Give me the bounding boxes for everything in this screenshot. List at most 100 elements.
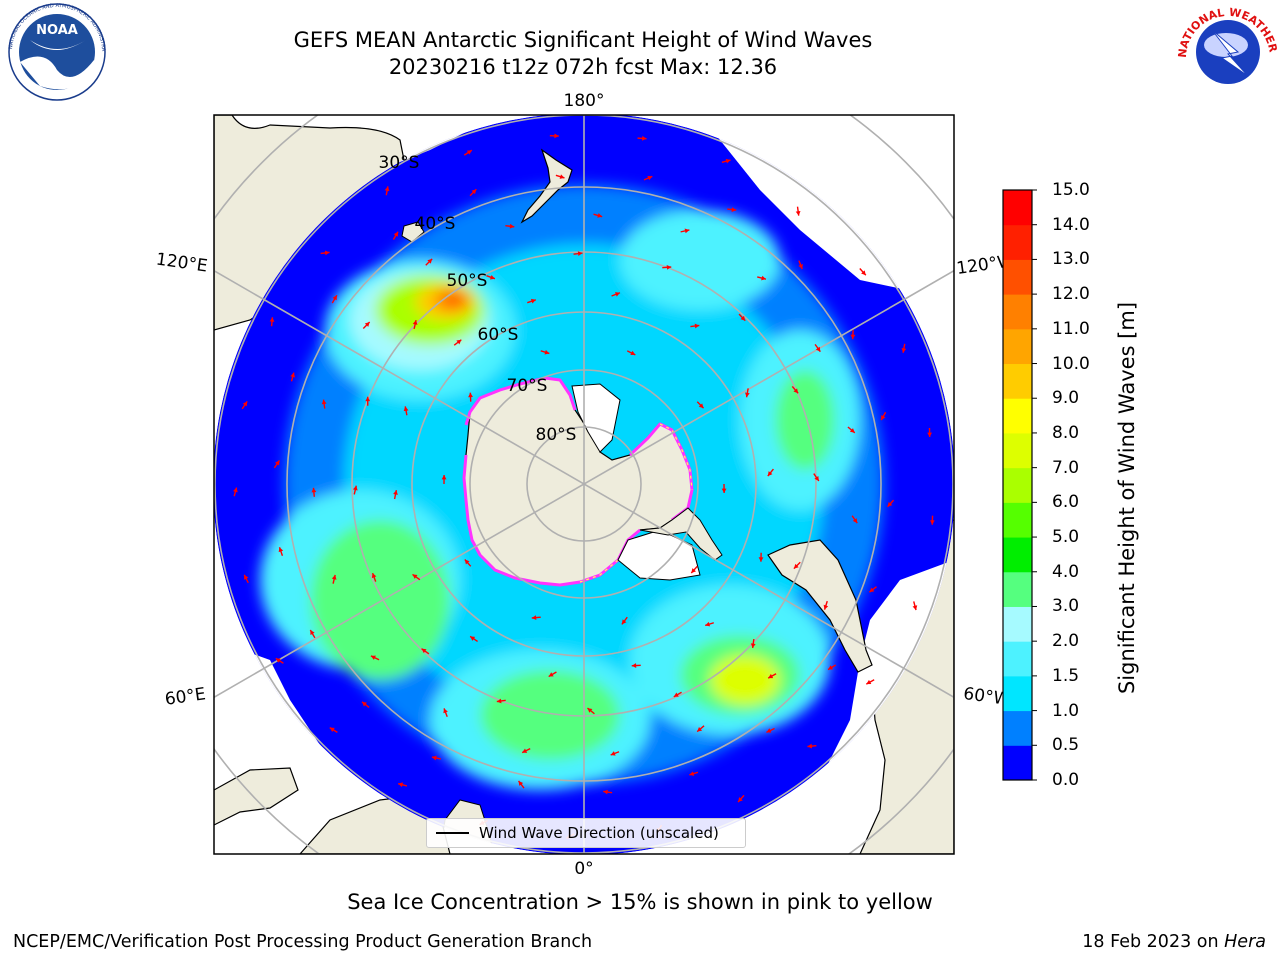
colorbar-bin — [1003, 224, 1032, 260]
wind-arrow — [275, 657, 284, 664]
wind-arrow — [392, 231, 399, 240]
wind-arrow — [696, 725, 705, 733]
colorbar-tick-label: 7.0 — [1052, 457, 1080, 478]
colorbar-bin — [1003, 190, 1032, 226]
lat-label-80s: 80°S — [536, 425, 577, 445]
wind-arrow — [795, 206, 801, 216]
lon-label-0: 0° — [574, 859, 593, 879]
wind-arrow — [745, 388, 750, 398]
legend-line-sample — [436, 832, 469, 834]
footer-left: NCEP/EMC/Verification Post Processing Pr… — [13, 932, 593, 952]
wind-arrow — [767, 468, 774, 477]
wind-arrow — [421, 648, 430, 655]
colorbar-tick-label: 3.0 — [1052, 596, 1080, 617]
wind-arrow — [721, 158, 731, 164]
colorbar-tick-label: 2.0 — [1052, 631, 1080, 652]
chart-subtitle: 20230216 t12z 072h fcst Max: 12.36 — [388, 55, 778, 79]
wind-arrow — [690, 323, 700, 329]
colorbar-tick-label: 8.0 — [1052, 422, 1080, 443]
wind-arrow — [823, 600, 829, 610]
nws-logo: NATIONAL WEATHER SERVICE — [0, 0, 1280, 99]
colorbar-tick-label: 6.0 — [1052, 492, 1080, 513]
colorbar-bin — [1003, 502, 1032, 538]
wind-arrow — [243, 574, 249, 584]
wind-arrow — [880, 411, 887, 421]
lat-label-30s: 30°S — [379, 153, 420, 173]
wave-field — [214, 115, 954, 854]
wind-arrow — [727, 207, 737, 212]
wind-arrow — [464, 559, 472, 567]
wind-arrow — [320, 250, 330, 256]
colorbar-tick-label: 5.0 — [1052, 527, 1080, 548]
colorbar-tick-label: 13.0 — [1052, 249, 1090, 270]
wind-arrow — [626, 350, 636, 356]
wind-direction-arrows — [233, 133, 935, 839]
wind-arrow — [555, 174, 565, 179]
lon-label-60e: 60°E — [164, 684, 207, 709]
wind-arrow — [868, 586, 877, 593]
colorbar-tick-label: 12.0 — [1052, 284, 1090, 305]
wind-arrow — [912, 601, 918, 611]
wind-arrow — [887, 499, 895, 508]
lat-label-50s: 50°S — [447, 271, 488, 291]
wind-arrow — [548, 671, 557, 678]
wind-arrow — [443, 708, 448, 718]
colorbar-tick-label: 15.0 — [1052, 180, 1090, 200]
wind-arrow — [352, 485, 358, 495]
footer-right: 18 Feb 2023 on Hera — [1082, 932, 1266, 952]
wind-arrow — [486, 274, 496, 280]
noaa-logo: NOAA NATIONAL OCEANIC AND ATMOSPHERIC AD… — [0, 0, 106, 101]
sea-ice-note: Sea Ice Concentration > 15% is shown in … — [347, 890, 933, 914]
colorbar-bin — [1003, 467, 1032, 503]
colorbar-tick-label: 0.5 — [1052, 735, 1080, 756]
wind-arrow — [468, 392, 473, 402]
wind-arrow — [793, 561, 801, 570]
wind-arrow — [611, 292, 621, 297]
wind-arrow — [593, 213, 603, 218]
wind-arrow — [425, 258, 433, 266]
wind-arrow — [412, 573, 421, 581]
wind-arrow — [321, 399, 327, 409]
wind-arrow — [690, 565, 698, 574]
colorbar-bin — [1003, 328, 1032, 365]
colorbar-bin — [1003, 294, 1032, 330]
wind-arrow — [637, 135, 647, 141]
colorbar-bin — [1003, 745, 1032, 781]
wind-arrow — [631, 663, 641, 668]
colorbar-bin — [1003, 537, 1032, 573]
wind-arrow — [737, 794, 745, 803]
lat-label-70s: 70°S — [507, 376, 548, 396]
colorbar — [1002, 189, 1037, 781]
wind-arrow — [518, 780, 525, 789]
wind-arrow — [680, 228, 690, 234]
chart-title: GEFS MEAN Antarctic Significant Height o… — [293, 28, 873, 52]
wind-arrow — [329, 727, 338, 733]
wind-arrow — [233, 487, 238, 497]
wind-arrow — [370, 655, 380, 661]
wind-arrow — [441, 474, 447, 485]
wind-arrow — [527, 298, 537, 304]
wind-arrow — [851, 515, 858, 524]
wind-arrow — [767, 673, 777, 679]
latitude-labels: 30°S 40°S 50°S 60°S 70°S 80°S — [379, 153, 577, 445]
wind-arrow — [798, 260, 803, 270]
colorbar-bin — [1003, 606, 1032, 642]
wind-arrow — [587, 707, 595, 715]
colorbar-bin — [1003, 641, 1032, 677]
wind-arrow — [814, 343, 821, 353]
wind-arrow — [738, 313, 746, 322]
wind-arrow — [431, 755, 441, 761]
wind-arrow — [791, 385, 799, 394]
footer-machine: Hera — [1224, 932, 1266, 952]
wind-arrow — [469, 635, 478, 642]
colorbar-tick-label: 1.0 — [1052, 700, 1080, 721]
wind-arrow — [393, 489, 398, 500]
lon-label-180: 180° — [564, 91, 605, 111]
wind-arrow — [521, 747, 531, 754]
wind-arrow — [847, 426, 856, 434]
lon-label-120e: 120°E — [155, 250, 209, 277]
lat-label-60s: 60°S — [478, 325, 519, 345]
wind-arrow — [696, 401, 705, 409]
wind-arrow — [412, 319, 418, 330]
wind-arrow — [807, 743, 817, 749]
